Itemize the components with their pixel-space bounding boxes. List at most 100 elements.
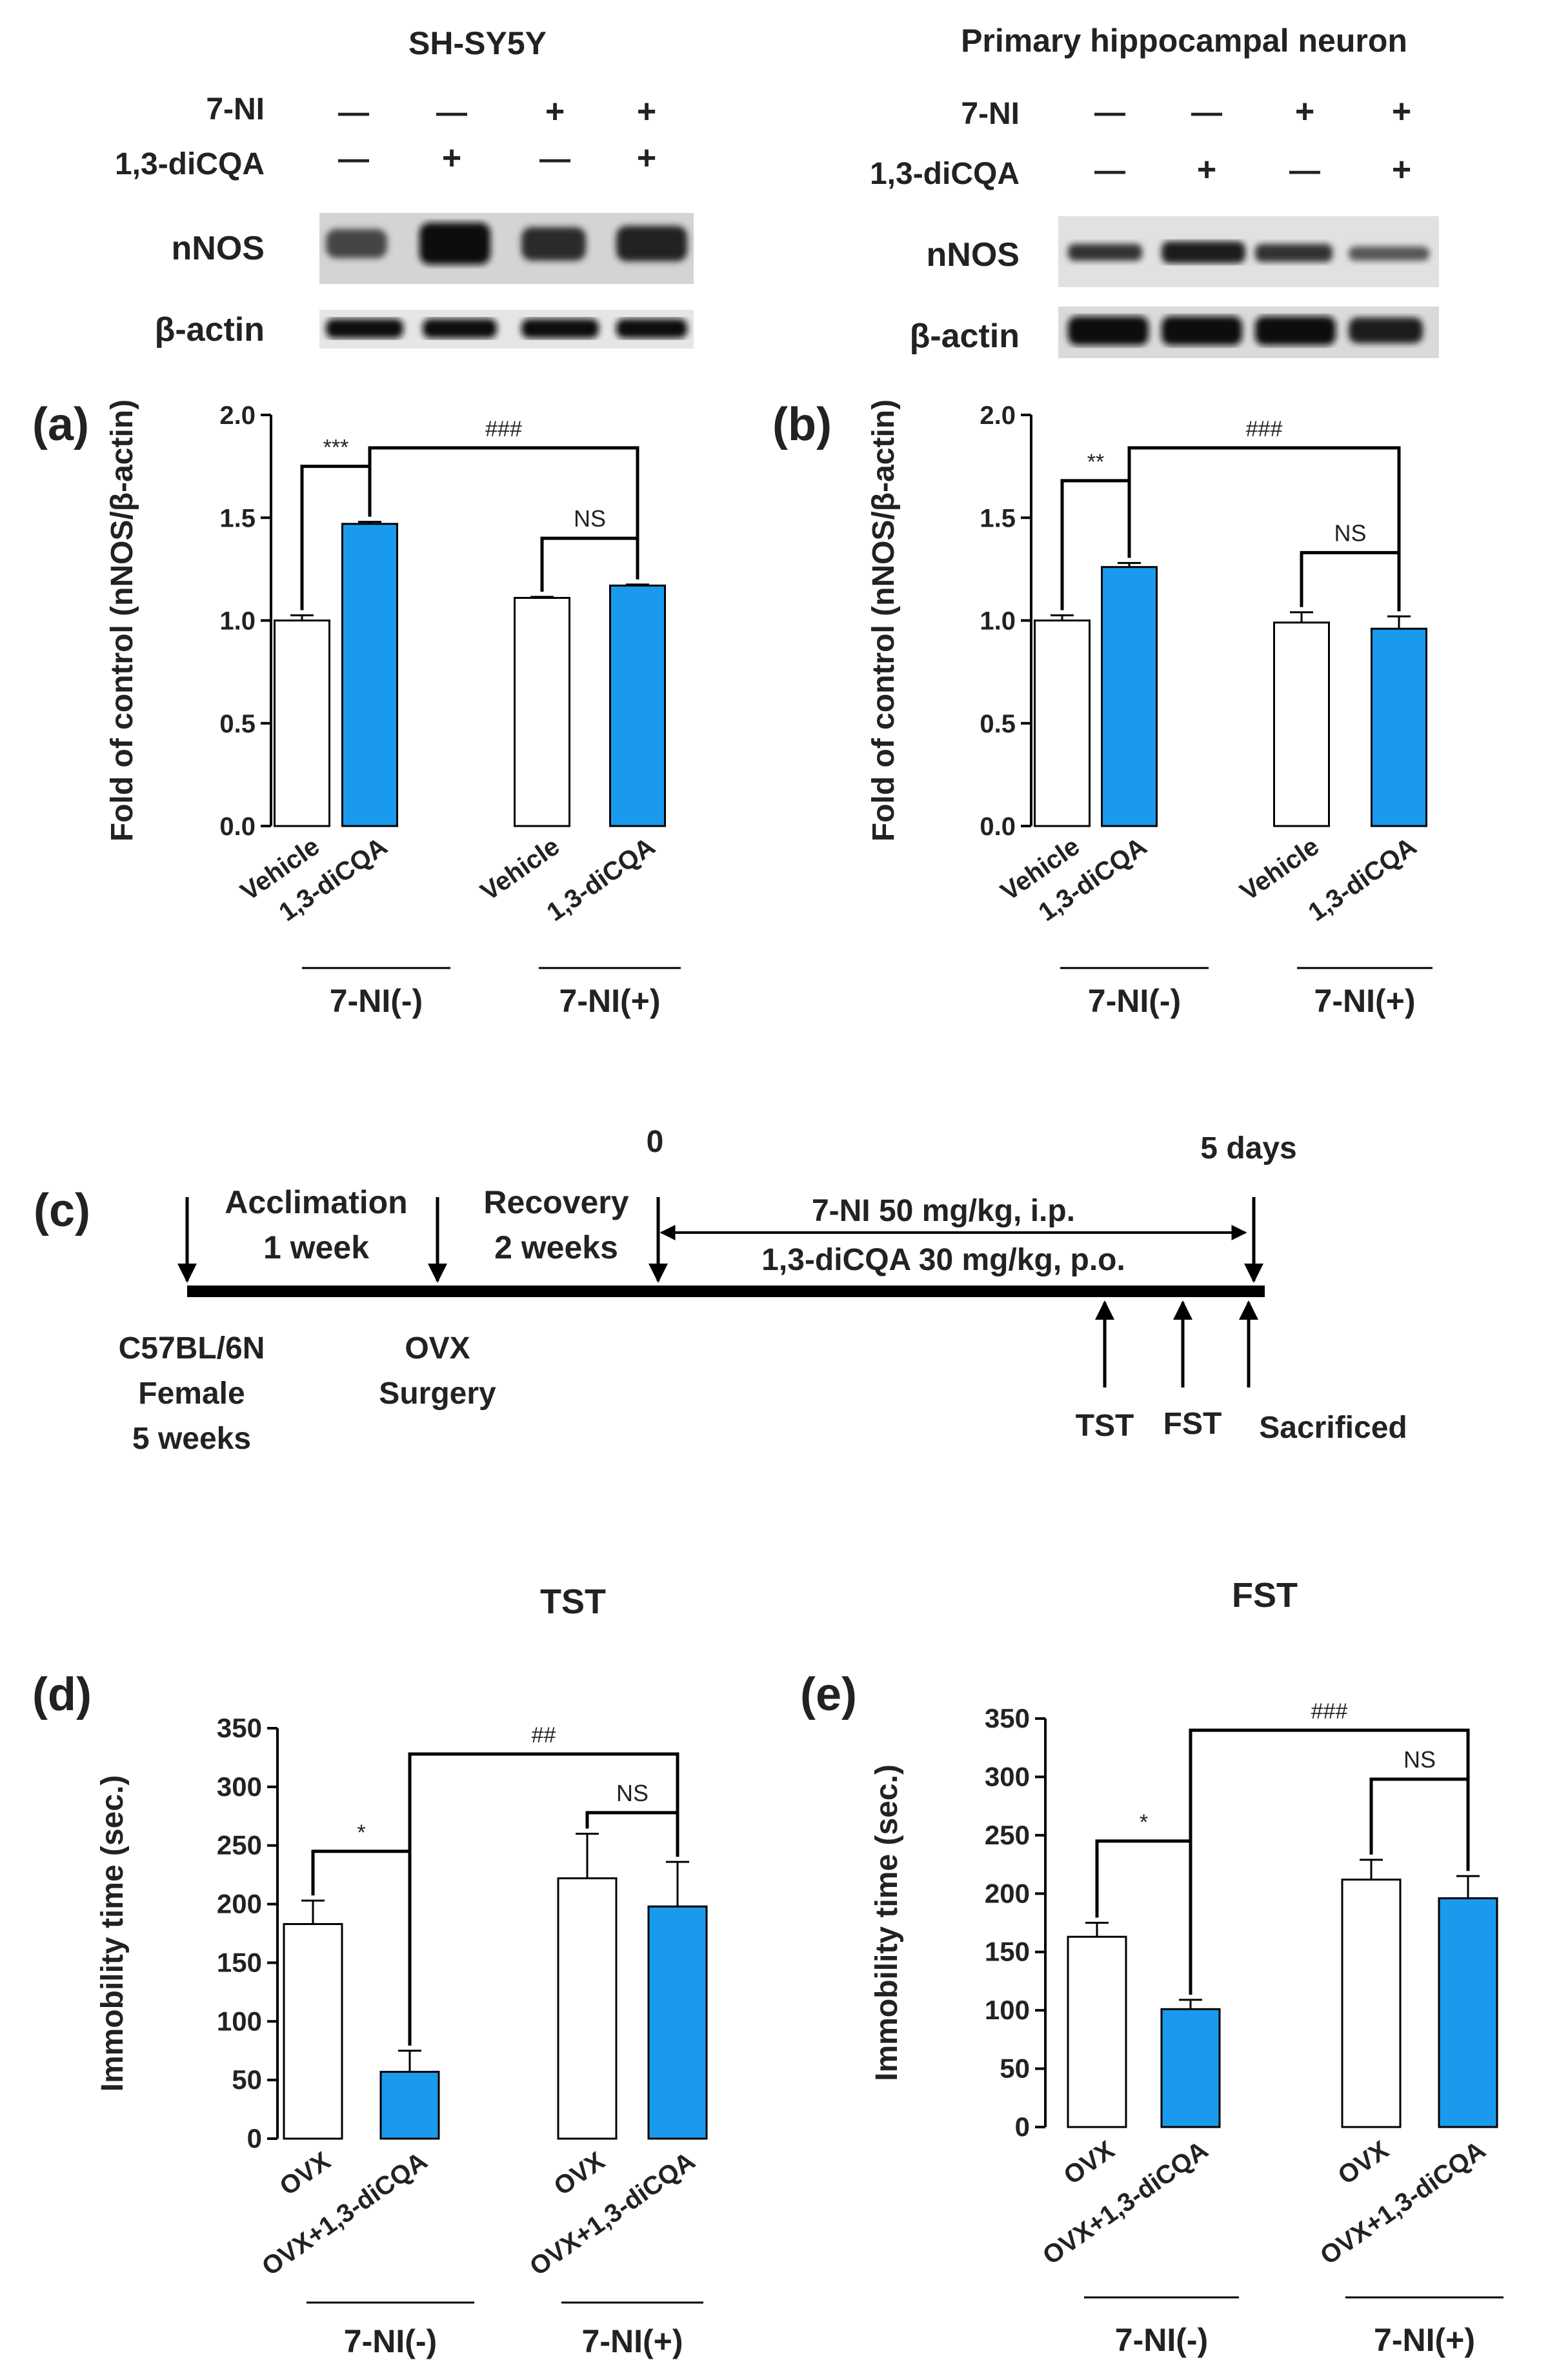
y-axis-label: Immobility time (sec.) — [96, 1775, 130, 2092]
blot-band — [616, 319, 687, 338]
bar-chart-e: (e) FST 0 50 100 150 200 250 300 350 Immobility ti… — [800, 1576, 1504, 2358]
blot-image — [319, 213, 694, 348]
panel-label: (c) — [34, 1185, 90, 1236]
y-axis-label: Fold of control (nNOS/β-actin) — [867, 399, 901, 842]
sign: — — [436, 96, 467, 130]
bar — [1034, 620, 1091, 827]
sign: — — [338, 142, 369, 176]
y-tick-label: 300 — [985, 1761, 1030, 1791]
significance-label: ** — [1087, 450, 1104, 474]
test-label-tst: TST — [1076, 1409, 1134, 1443]
significance-label: * — [1140, 1810, 1148, 1835]
bar — [274, 620, 330, 827]
bar-chart-d: (d) TST 0 50 100 150 200 250 300 350 Immobility ti… — [32, 1582, 708, 2359]
category-label: OVX+1,3-diCQA — [525, 2146, 700, 2281]
sign: + — [1295, 93, 1314, 130]
y-tick-label: 0 — [247, 2123, 262, 2153]
sign: + — [1392, 151, 1411, 188]
blot-band — [1162, 316, 1242, 345]
category-label: OVX+1,3-diCQA — [257, 2146, 432, 2281]
chart-title: TST — [540, 1582, 606, 1621]
significance-bracket — [540, 536, 639, 592]
significance-label: NS — [1334, 519, 1366, 546]
sign: — — [1289, 154, 1320, 188]
start-label: 5 weeks — [132, 1422, 251, 1456]
blot-band — [521, 319, 599, 338]
category-label: OVX — [275, 2146, 336, 2201]
category-label: OVX+1,3-diCQA — [1315, 2135, 1491, 2270]
significance-bracket — [1369, 1777, 1470, 1871]
bar — [647, 1905, 708, 2140]
blot-band — [419, 223, 490, 265]
blot-image — [1058, 216, 1439, 358]
panel-label: (b) — [772, 399, 832, 450]
blot-band — [1068, 316, 1149, 345]
test-label-sacrificed: Sacrificed — [1259, 1411, 1407, 1445]
significance-label: NS — [1403, 1746, 1436, 1773]
blot-band — [326, 319, 403, 338]
phase-label: Recovery — [483, 1184, 629, 1220]
blot-row-label-7ni: 7-NI — [206, 92, 265, 126]
bar — [379, 2070, 440, 2140]
y-tick-label: 50 — [232, 2064, 262, 2095]
treatment-label: 7-NI 50 mg/kg, i.p. — [812, 1194, 1075, 1228]
y-tick-label: 1.0 — [219, 607, 256, 636]
y-tick-label: 2.0 — [980, 401, 1016, 430]
phase-label: 2 weeks — [494, 1229, 618, 1266]
y-tick-label: 300 — [217, 1771, 262, 1802]
y-tick-label: 150 — [985, 1937, 1030, 1967]
sign: — — [1094, 154, 1125, 188]
bar — [1341, 1879, 1402, 2128]
significance-label: *** — [323, 436, 349, 460]
bar — [557, 1877, 618, 2140]
y-tick-label: 350 — [217, 1713, 262, 1743]
y-tick-label: 250 — [985, 1820, 1030, 1850]
blot-band — [521, 227, 586, 261]
y-tick-label: 1.5 — [219, 504, 256, 532]
y-tick-label: 250 — [217, 1830, 262, 1861]
y-tick-label: 0 — [1015, 2112, 1030, 2142]
significance-bracket — [368, 446, 639, 580]
sign: + — [442, 139, 461, 177]
treatment-label: 1,3-diCQA 30 mg/kg, p.o. — [761, 1243, 1125, 1277]
western-blot-sh-sy5y: SH-SY5Y 7-NI — — + + 1,3-diCQA — + — + n… — [115, 25, 694, 348]
test-label-fst: FST — [1163, 1407, 1222, 1441]
start-label: C57BL/6N — [119, 1331, 265, 1366]
bar — [1067, 1935, 1127, 2128]
y-axis-label: Fold of control (nNOS/β-actin) — [105, 399, 139, 842]
phase-label: 1 week — [263, 1229, 369, 1266]
bar — [1371, 627, 1427, 827]
category-label: Vehicle — [476, 832, 565, 906]
timeline-zero-label: 0 — [647, 1125, 664, 1159]
bar — [283, 1922, 343, 2140]
sign: + — [1197, 151, 1216, 188]
bar — [609, 584, 666, 827]
bar-chart-b: (b) 0.0 0.5 1.0 1.5 2.0 Fold of control (nNOS/… — [772, 399, 1433, 1019]
significance-label: * — [357, 1820, 365, 1845]
category-label: OVX+1,3-diCQA — [1038, 2135, 1213, 2270]
category-label: 1,3-diCQA — [1303, 832, 1422, 927]
band-label-actin: β-actin — [155, 311, 265, 348]
y-tick-label: 2.0 — [219, 401, 256, 430]
blot-band — [1162, 241, 1245, 263]
category-label: OVX — [549, 2146, 610, 2201]
blot-band — [1349, 247, 1429, 261]
start-label: Female — [138, 1377, 245, 1411]
significance-label: ### — [485, 417, 522, 441]
y-tick-label: 100 — [985, 1995, 1030, 2025]
sign: — — [539, 142, 570, 176]
significance-bracket — [1127, 446, 1401, 612]
blot-row-label-dicqa: 1,3-diCQA — [870, 157, 1020, 191]
y-tick-label: 0.5 — [219, 710, 256, 738]
significance-bracket — [1300, 550, 1401, 612]
band-label-nnos: nNOS — [172, 230, 265, 267]
y-tick-label: 50 — [1000, 2053, 1030, 2084]
group-label: 7-NI(-) — [330, 983, 423, 1019]
category-label: Vehicle — [1235, 832, 1324, 906]
timeline-bar — [187, 1286, 1265, 1297]
sign: — — [1191, 96, 1222, 130]
significance-label: ## — [532, 1723, 556, 1748]
blot-row-label-7ni: 7-NI — [961, 97, 1020, 131]
start-label: OVX — [405, 1331, 470, 1366]
